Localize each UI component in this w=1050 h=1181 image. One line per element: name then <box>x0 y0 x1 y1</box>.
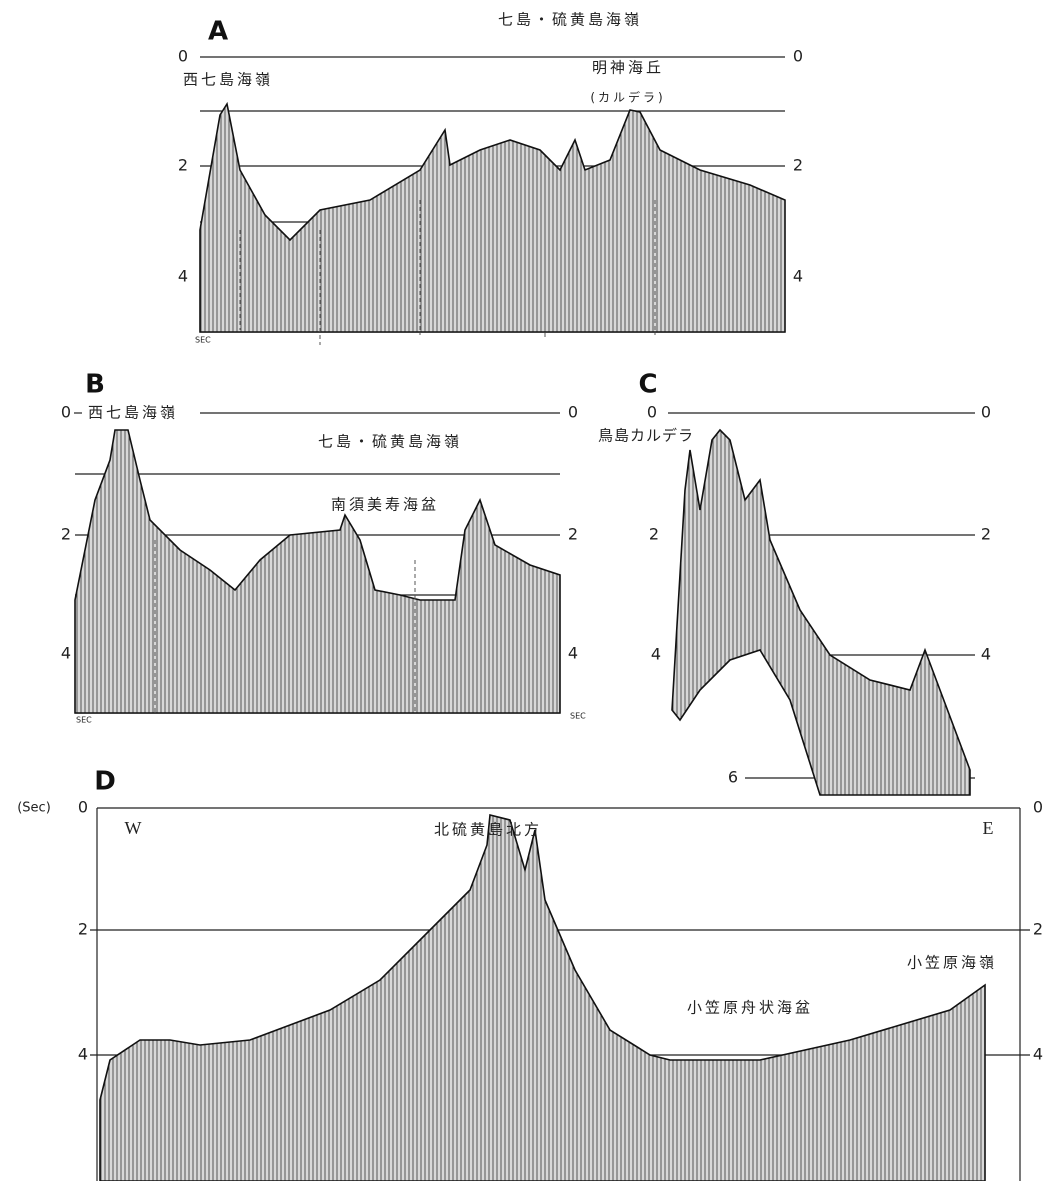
right-tick: 2 <box>568 525 578 544</box>
unit: SEC <box>76 716 92 725</box>
seismic-profile <box>200 104 785 332</box>
right-tick: 2 <box>981 525 991 544</box>
panel-label: A <box>208 17 228 47</box>
left-tick: 0 <box>78 798 88 817</box>
panel-label: B <box>85 370 105 400</box>
left-tick: 6 <box>728 768 738 787</box>
annotation: 西七島海嶺 <box>88 404 178 422</box>
left-tick: 2 <box>178 156 188 175</box>
annotation: 北硫黄島北方 <box>434 821 542 839</box>
left-tick: 4 <box>78 1045 88 1064</box>
left-tick: 2 <box>649 525 659 544</box>
left-tick: 4 <box>178 267 188 286</box>
panel-b: B 0 2 4 0 2 4 西七島海嶺 七島・硫黄島海嶺 南須美寿海盆 SEC … <box>61 370 586 725</box>
right-tick: 4 <box>793 267 803 286</box>
right-tick: 4 <box>568 644 578 663</box>
unit: (Sec) <box>17 801 51 816</box>
annotation: 小笠原舟状海盆 <box>687 999 813 1017</box>
annotation: 鳥島カルデラ <box>598 427 694 445</box>
left-tick: 0 <box>61 403 71 422</box>
left-tick: 4 <box>61 644 71 663</box>
left-tick: 2 <box>78 920 88 939</box>
right-tick: 2 <box>793 156 803 175</box>
right-tick: 0 <box>1033 798 1043 817</box>
annotation: 西七島海嶺 <box>183 71 273 89</box>
left-tick: 0 <box>178 47 188 66</box>
annotation: W <box>125 818 142 838</box>
seismic-profile <box>75 430 560 713</box>
right-tick: 0 <box>568 403 578 422</box>
seismic-profile <box>672 430 970 795</box>
right-tick: 2 <box>1033 920 1043 939</box>
annotation: (カルデラ) <box>590 90 665 105</box>
annotation: 明神海丘 <box>592 59 664 77</box>
left-tick: 2 <box>61 525 71 544</box>
panel-label: D <box>94 767 116 797</box>
panel-d: D (Sec) 0 2 4 0 2 4 W E 北硫黄島北方 小笠原海嶺 小笠原… <box>17 767 1043 1181</box>
panel-a: A 七島・硫黄島海嶺 0 2 4 0 2 4 西七島海嶺 明神海丘 (カルデラ)… <box>178 11 803 346</box>
figure: A 七島・硫黄島海嶺 0 2 4 0 2 4 西七島海嶺 明神海丘 (カルデラ)… <box>0 0 1050 1181</box>
panel-label: C <box>638 370 657 400</box>
annotation: 小笠原海嶺 <box>907 954 997 972</box>
panel-title: 七島・硫黄島海嶺 <box>498 11 642 29</box>
annotation: E <box>983 818 994 838</box>
left-tick: 0 <box>647 403 657 422</box>
unit: SEC <box>195 336 211 345</box>
seismic-profile <box>100 815 985 1181</box>
left-tick: 4 <box>651 645 661 664</box>
right-tick: 0 <box>793 47 803 66</box>
right-tick: 4 <box>1033 1045 1043 1064</box>
right-tick: 4 <box>981 645 991 664</box>
right-tick: 0 <box>981 403 991 422</box>
panel-c: C 0 2 4 6 0 2 4 鳥島カルデラ <box>598 370 991 796</box>
annotation: 南須美寿海盆 <box>331 496 439 514</box>
annotation: 七島・硫黄島海嶺 <box>318 433 462 451</box>
unit: SEC <box>570 712 586 721</box>
